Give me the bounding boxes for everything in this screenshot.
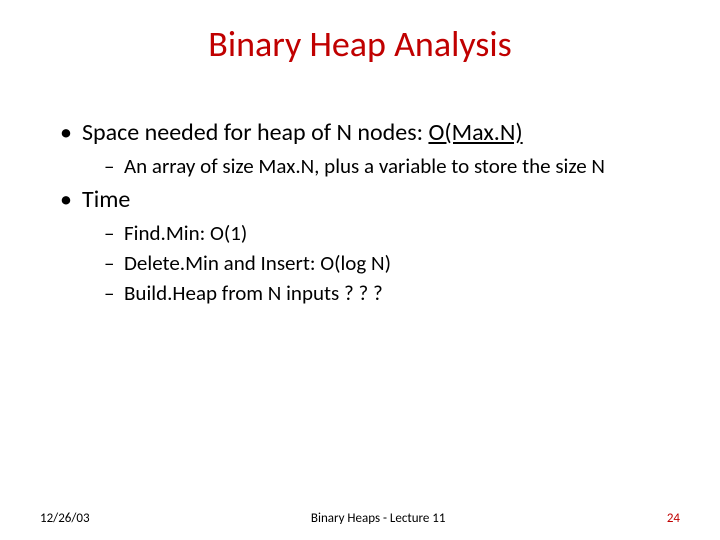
sub-item: Delete.Min and Insert: O(log N) [104, 250, 680, 276]
bullet-item-space: Space needed for heap of N nodes: O(Max.… [60, 118, 680, 179]
sub-item: An array of size Max.N, plus a variable … [104, 153, 680, 179]
sub-item: Find.Min: O(1) [104, 220, 680, 246]
footer-date: 12/26/03 [40, 511, 90, 526]
sub-item: Build.Heap from N inputs ? ? ? [104, 280, 680, 306]
sub-list: Find.Min: O(1) Delete.Min and Insert: O(… [82, 220, 680, 306]
bullet-text: Time [82, 185, 130, 214]
bullet-text: Space needed for heap of N nodes: [82, 118, 428, 147]
bullet-item-time: Time Find.Min: O(1) Delete.Min and Inser… [60, 185, 680, 306]
slide: Binary Heap Analysis Space needed for he… [0, 0, 720, 540]
sub-list: An array of size Max.N, plus a variable … [82, 153, 680, 179]
slide-title: Binary Heap Analysis [40, 22, 680, 66]
footer-pagenum: 24 [667, 511, 680, 526]
bullet-underline: O(Max.N) [428, 118, 522, 147]
slide-content: Space needed for heap of N nodes: O(Max.… [40, 66, 680, 520]
footer-center: Binary Heaps - Lecture 11 [311, 511, 446, 526]
bullet-list: Space needed for heap of N nodes: O(Max.… [40, 118, 680, 306]
slide-footer: 12/26/03 Binary Heaps - Lecture 11 24 [0, 511, 720, 526]
